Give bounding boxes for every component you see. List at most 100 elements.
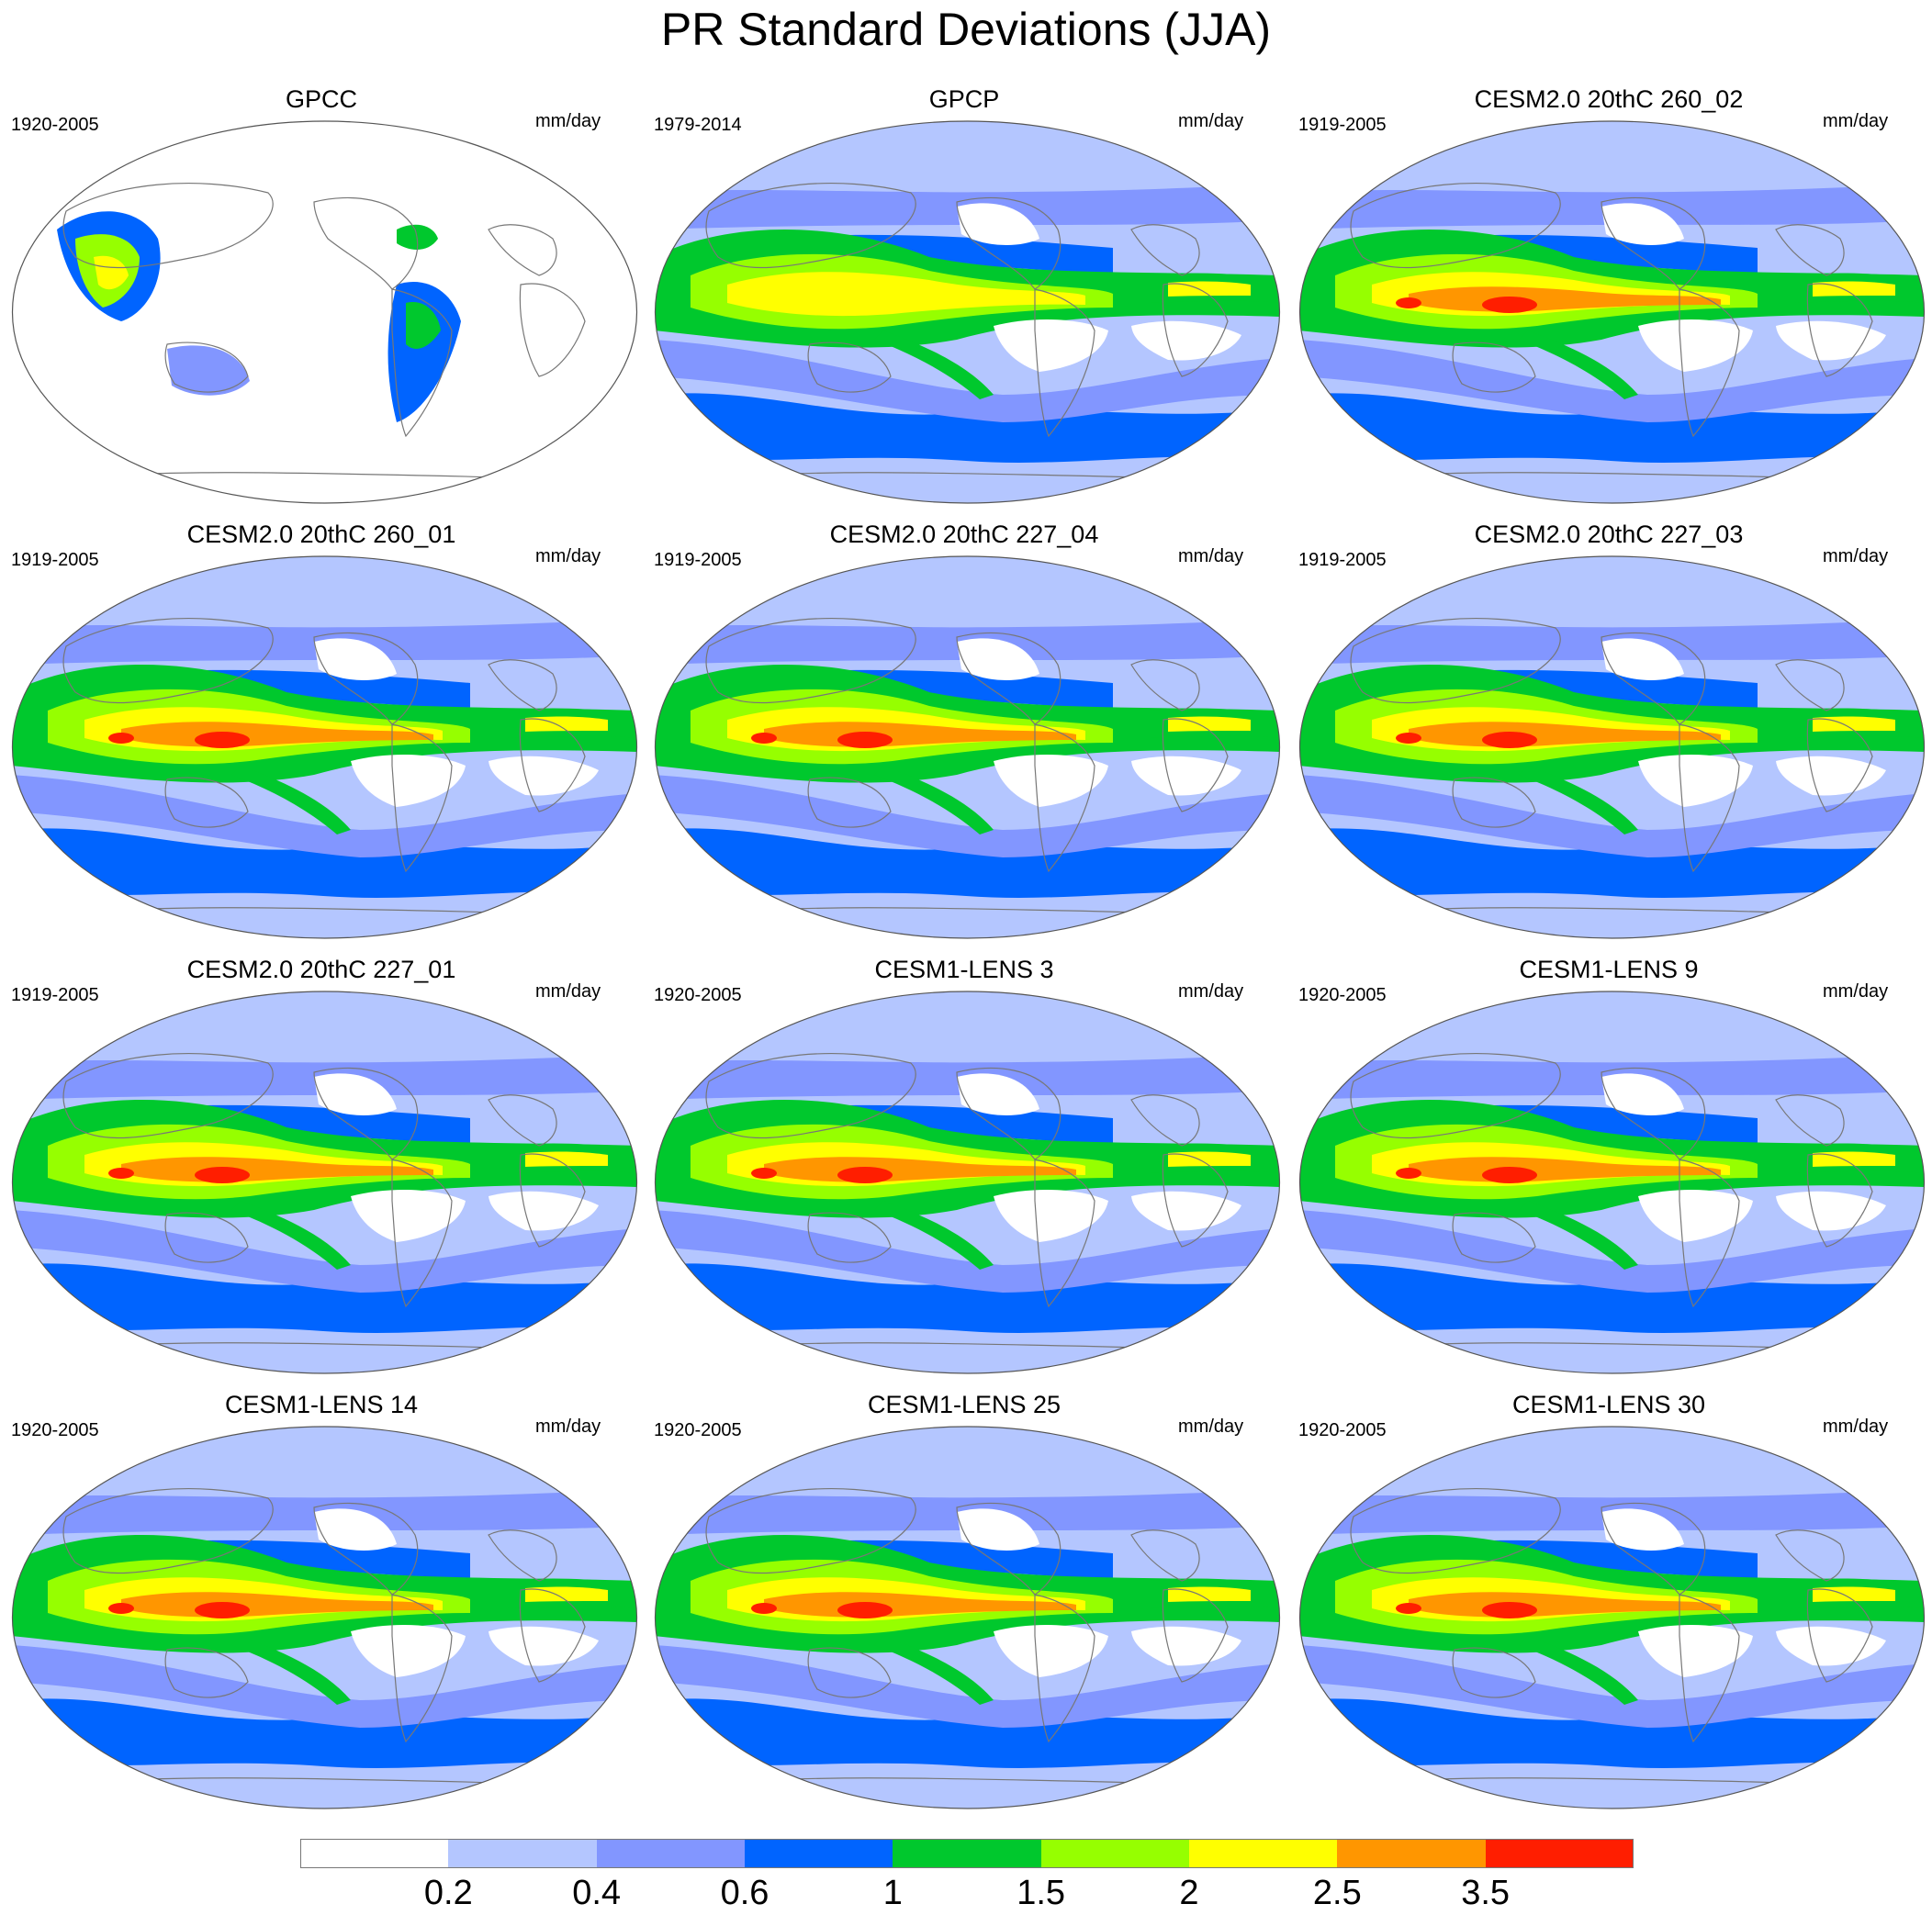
panel-units: mm/day	[1178, 981, 1244, 1002]
coastline	[62, 183, 274, 269]
colorbar-label: 0.2	[423, 1874, 473, 1912]
panel-title: CESM2.0 20thC 227_01	[186, 956, 456, 983]
panel-years: 1920-2005	[11, 115, 99, 135]
colorbar-swatch	[1485, 1839, 1634, 1868]
coastline	[1775, 1529, 1845, 1582]
coastline	[1679, 1159, 1740, 1308]
map-globe	[654, 555, 1281, 939]
coastline	[956, 632, 1061, 725]
panel-title: CESM2.0 20thC 260_02	[1474, 85, 1744, 113]
map-panel: CESM1-LENS 30 1920-2005 mm/day	[1287, 1390, 1930, 1821]
coastline	[1679, 723, 1740, 873]
colorbar-swatch	[300, 1839, 449, 1868]
panel-units: mm/day	[1823, 1417, 1889, 1437]
coastline	[488, 1529, 557, 1582]
panel-title: GPCP	[928, 85, 1000, 113]
colorbar-label: 3.5	[1461, 1874, 1511, 1912]
coastline	[62, 1488, 274, 1574]
coastline	[1806, 1153, 1873, 1248]
coastline	[1452, 1647, 1536, 1698]
map-globe	[11, 120, 638, 504]
coastline	[391, 1594, 453, 1743]
coastline	[1775, 1094, 1845, 1147]
map-globe	[11, 555, 638, 939]
panel-years: 1920-2005	[654, 1420, 742, 1440]
colorbar-label: 0.4	[572, 1874, 622, 1912]
coastline	[1601, 1067, 1706, 1160]
coastline	[705, 1053, 916, 1139]
coastline	[1034, 288, 1095, 438]
coastline	[391, 288, 453, 438]
coastline	[313, 196, 419, 290]
coastline	[705, 618, 916, 704]
coastline	[1130, 1094, 1200, 1147]
map-panel: CESM1-LENS 14 1920-2005 mm/day	[0, 1390, 643, 1821]
coastline	[1130, 659, 1200, 711]
map-globe	[11, 1426, 638, 1809]
panel-title: CESM1-LENS 14	[224, 1391, 419, 1418]
coastline	[1775, 659, 1845, 711]
panel-units: mm/day	[535, 981, 601, 1002]
panel-units: mm/day	[1823, 111, 1889, 131]
coastline	[1601, 632, 1706, 725]
colorbar-label: 0.6	[720, 1874, 769, 1912]
coastline	[1162, 1153, 1229, 1248]
map-panel: CESM2.0 20thC 227_01 1919-2005 mm/day	[0, 955, 643, 1386]
panel-title: CESM1-LENS 9	[1519, 956, 1699, 983]
coastline	[519, 1153, 586, 1248]
panel-title: CESM1-LENS 30	[1511, 1391, 1706, 1418]
map-panel: CESM1-LENS 3 1920-2005 mm/day	[643, 955, 1286, 1386]
map-panel: CESM2.0 20thC 227_04 1919-2005 mm/day	[643, 520, 1286, 951]
coastline	[1162, 283, 1229, 377]
coastline	[1601, 196, 1706, 290]
colorbar-swatch	[1189, 1839, 1338, 1868]
coastline	[1806, 1588, 1873, 1683]
panel-years: 1919-2005	[654, 550, 742, 570]
colorbar-swatch	[596, 1839, 746, 1868]
coastline	[956, 1067, 1061, 1160]
colorbar-label: 2.5	[1312, 1874, 1362, 1912]
colorbar-swatch	[893, 1839, 1042, 1868]
coastline	[391, 723, 453, 873]
colorbar-swatch	[1040, 1839, 1190, 1868]
map-panel: CESM2.0 20thC 227_03 1919-2005 mm/day	[1287, 520, 1930, 951]
colorbar-label: 1	[882, 1874, 903, 1912]
figure-title: PR Standard Deviations (JJA)	[660, 4, 1272, 55]
coastline	[1130, 1529, 1200, 1582]
panel-units: mm/day	[1178, 111, 1244, 131]
panel-years: 1920-2005	[654, 985, 742, 1005]
coastline	[164, 1212, 249, 1263]
coastline	[313, 1067, 419, 1160]
coastline	[1350, 1488, 1561, 1574]
map-panel: CESM1-LENS 9 1920-2005 mm/day	[1287, 955, 1930, 1386]
map-globe	[654, 991, 1281, 1374]
coastline	[956, 196, 1061, 290]
panel-units: mm/day	[535, 546, 601, 566]
coastline	[807, 342, 892, 393]
coastline	[1162, 718, 1229, 812]
coastline	[956, 1502, 1061, 1596]
coastline	[313, 632, 419, 725]
panel-years: 1919-2005	[11, 550, 99, 570]
colorbar-label: 2	[1179, 1874, 1199, 1912]
coastline	[807, 1212, 892, 1263]
coastline	[62, 1053, 274, 1139]
map-globe	[1298, 555, 1926, 939]
map-globe	[654, 1426, 1281, 1809]
map-panel: CESM2.0 20thC 260_01 1919-2005 mm/day	[0, 520, 643, 951]
panel-years: 1919-2005	[11, 985, 99, 1005]
map-panel: GPCC 1920-2005 mm/day	[0, 84, 643, 516]
coastline	[62, 618, 274, 704]
coastline	[1034, 723, 1095, 873]
map-panel: CESM1-LENS 25 1920-2005 mm/day	[643, 1390, 1286, 1821]
coastline	[519, 1588, 586, 1683]
map-globe	[11, 991, 638, 1374]
coastline	[1130, 224, 1200, 276]
coastline	[1452, 777, 1536, 828]
map-globe	[654, 120, 1281, 504]
coastline	[705, 183, 916, 269]
coastline	[1806, 283, 1873, 377]
coastline	[1350, 618, 1561, 704]
coastline	[1452, 342, 1536, 393]
coastline	[164, 1647, 249, 1698]
